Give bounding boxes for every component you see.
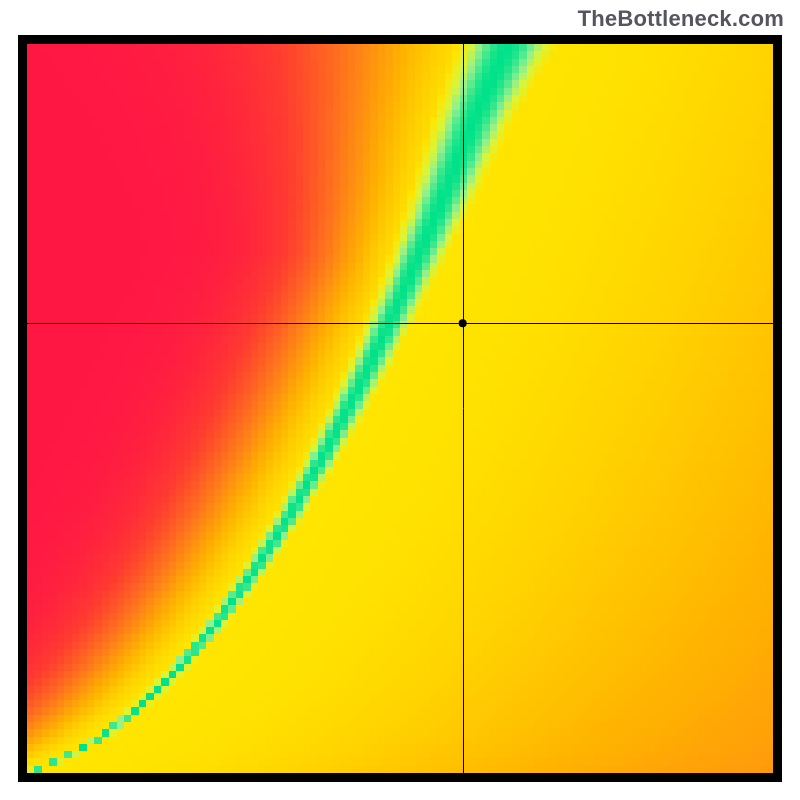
plot-frame <box>18 35 782 782</box>
figure-container: TheBottleneck.com <box>0 0 800 800</box>
watermark-label: TheBottleneck.com <box>578 6 784 32</box>
bottleneck-heatmap <box>27 44 773 773</box>
